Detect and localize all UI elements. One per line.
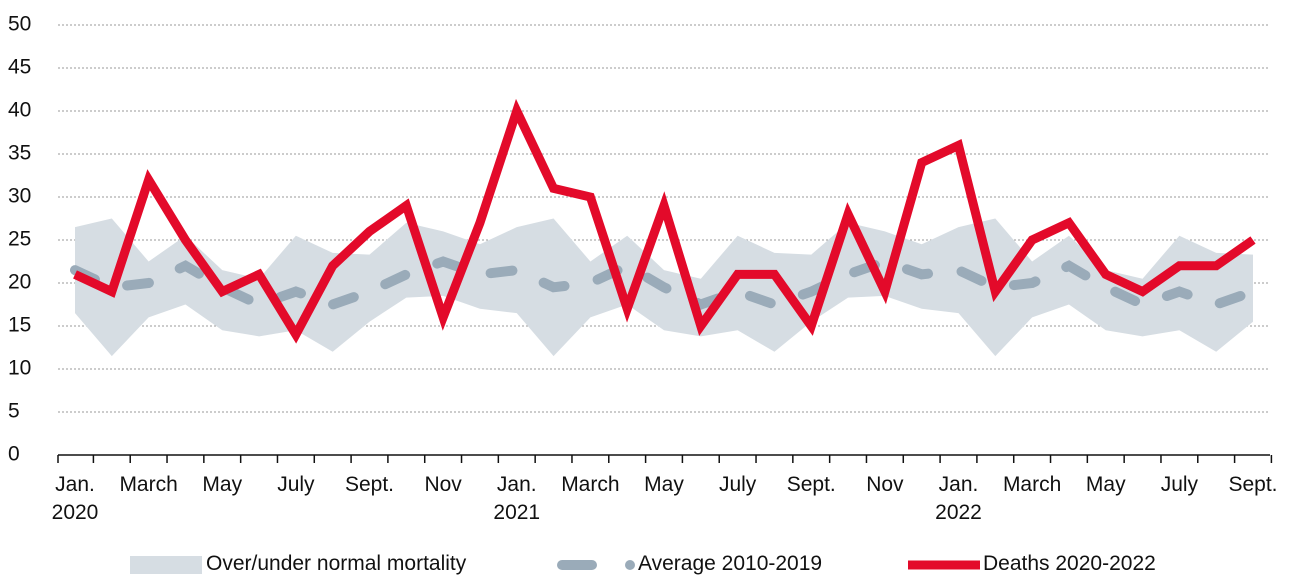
x-tick-label: Sept. bbox=[344, 473, 395, 496]
y-tick-label: 25 bbox=[8, 228, 31, 251]
y-tick-label: 15 bbox=[8, 314, 31, 337]
average-line bbox=[70, 256, 1258, 310]
y-tick-label: 30 bbox=[8, 185, 31, 208]
x-tick-label: Jan. 2020 bbox=[51, 473, 99, 524]
x-tick-label: Nov bbox=[866, 473, 904, 496]
x-tick-label: May bbox=[202, 473, 243, 496]
legend-label: Deaths 2020-2022 bbox=[983, 552, 1156, 575]
x-tick-label: July bbox=[277, 473, 315, 496]
y-tick-label: 10 bbox=[8, 357, 31, 380]
y-tick-label: 20 bbox=[8, 271, 31, 294]
y-tick-label: 50 bbox=[8, 13, 31, 36]
x-tick-label: March bbox=[561, 473, 620, 496]
x-tick-label: May bbox=[1085, 473, 1126, 496]
legend-swatch bbox=[625, 560, 635, 570]
x-tick-label: July bbox=[718, 473, 757, 496]
x-tick-label: Jan. 2022 bbox=[935, 473, 982, 524]
x-tick-label: Nov bbox=[424, 473, 462, 496]
y-tick-label: 5 bbox=[8, 400, 20, 423]
x-tick-label: July bbox=[1160, 473, 1199, 496]
x-tick-label: Sept. bbox=[1228, 473, 1278, 496]
legend-label: Average 2010-2019 bbox=[638, 552, 823, 575]
x-tick-label: Sept. bbox=[786, 473, 836, 496]
legend-swatch bbox=[130, 556, 202, 574]
y-tick-label: 0 bbox=[8, 443, 20, 466]
y-tick-label: 45 bbox=[8, 56, 31, 79]
x-tick-label: Jan. 2021 bbox=[493, 473, 541, 524]
y-tick-label: 40 bbox=[8, 99, 31, 122]
x-tick-label: March bbox=[119, 473, 178, 496]
x-tick-label: May bbox=[644, 473, 684, 496]
legend-label: Over/under normal mortality bbox=[206, 552, 467, 575]
x-tick-label: March bbox=[1002, 473, 1062, 496]
deaths-line bbox=[73, 98, 1256, 344]
y-tick-label: 35 bbox=[8, 142, 31, 165]
